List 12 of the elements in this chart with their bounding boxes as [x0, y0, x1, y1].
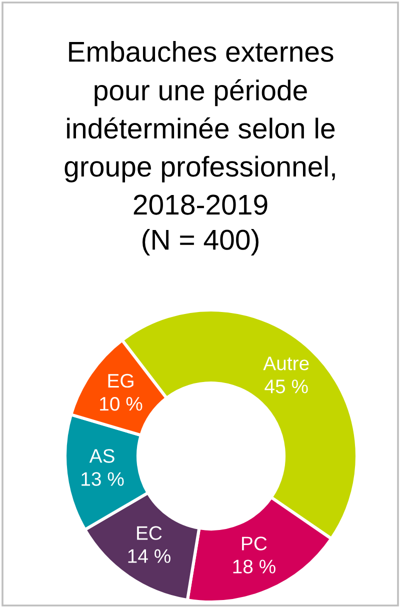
data-label: 45 %	[264, 380, 308, 394]
chart-title: Embauches externes pour une période indéterminée selon le groupe professionnel, 2018-2019	[64, 41, 335, 215]
data-label: 10 %	[100, 396, 142, 411]
slice-label: EC	[137, 526, 162, 540]
chart-subtitle: (N = 400)	[142, 229, 258, 256]
data-label: 18 %	[233, 560, 276, 574]
slice-label: EG	[108, 374, 134, 388]
slice-label: PC	[242, 536, 267, 550]
slice-label: AS	[89, 449, 114, 463]
data-label: 14 %	[128, 549, 170, 563]
data-label: 13 %	[82, 472, 124, 486]
slice-label: Autre	[263, 356, 309, 370]
